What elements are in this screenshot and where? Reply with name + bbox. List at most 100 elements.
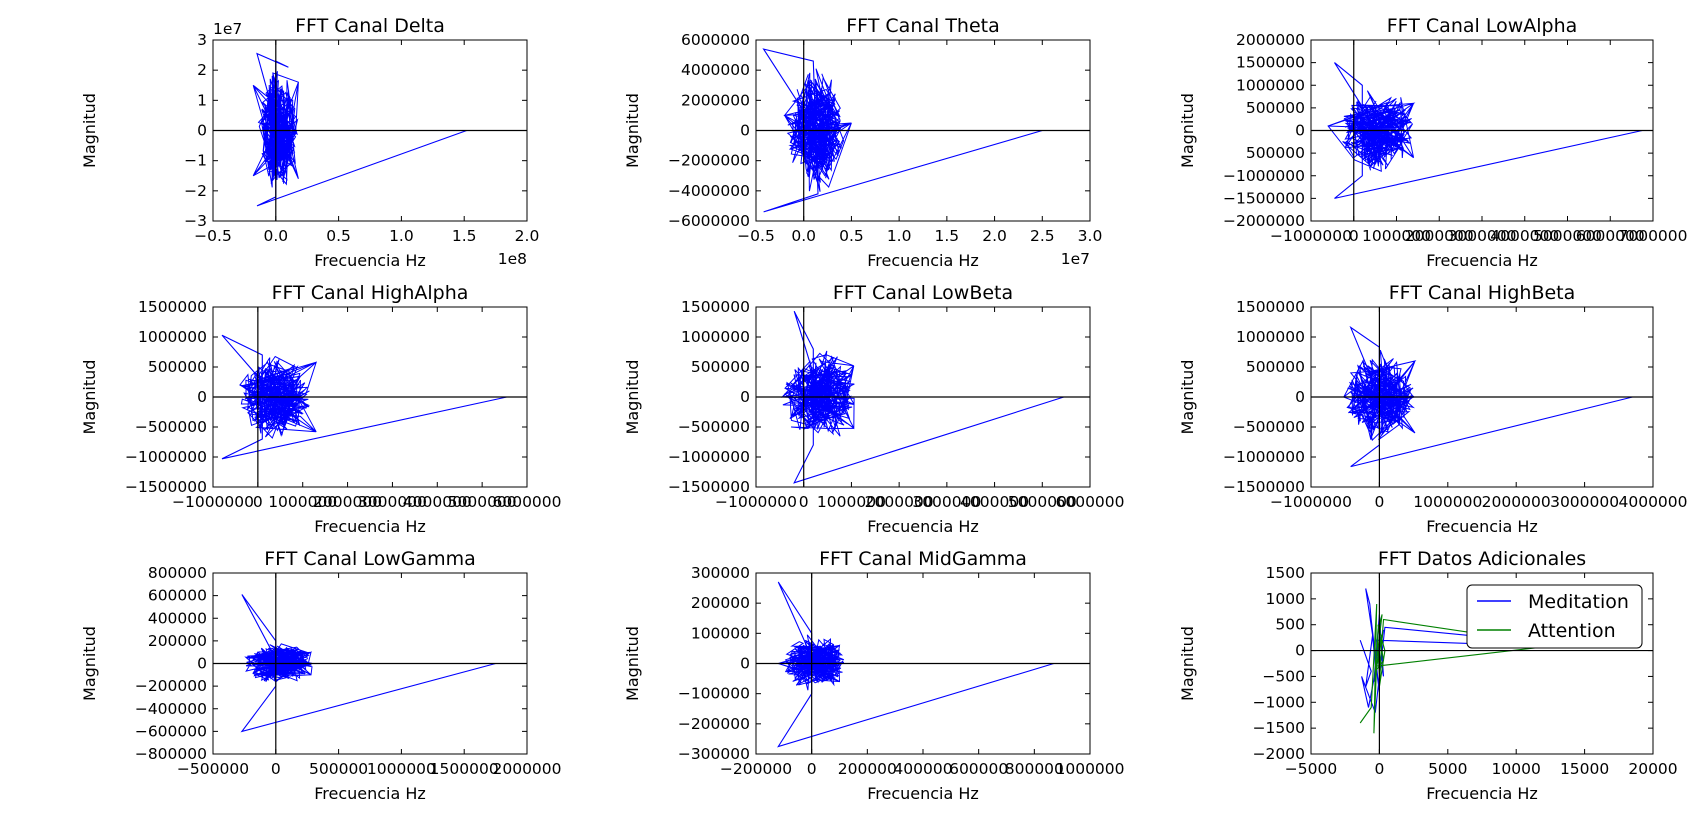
y-axis-label: Magnitud — [1178, 93, 1197, 168]
x-tick-label: 3000000 — [1447, 227, 1516, 245]
y-tick-label: 1000000 — [1236, 76, 1305, 94]
x-tick-label: 6000000 — [1055, 493, 1124, 511]
y-tick-label: −400000 — [135, 700, 207, 718]
y-tick-label: −500000 — [678, 418, 750, 436]
plot-frame — [1310, 572, 1654, 755]
subplot-datos-adicionales: FFT Datos Adicionales Frecuencia Hz Magn… — [1178, 548, 1678, 803]
plot-title: FFT Canal Delta — [295, 15, 445, 37]
y-tick-label: −200000 — [135, 677, 207, 695]
y-tick-label: 600000 — [148, 587, 207, 605]
y-tick-label: −2 — [184, 182, 207, 200]
y-tick-label: 1 — [197, 91, 207, 109]
y-tick-label: 500000 — [1246, 99, 1305, 117]
y-tick-label: 0 — [1295, 642, 1305, 660]
x-tick-label: 400000 — [893, 760, 952, 778]
x-tick-label: 3000000 — [358, 493, 427, 511]
x-tick-label: 0.0 — [791, 227, 816, 245]
x-tick-label: 600000 — [949, 760, 1008, 778]
x-tick-label: 1000000 — [268, 493, 337, 511]
y-tick-label: −1500000 — [668, 478, 750, 496]
y-tick-label: 2 — [197, 61, 207, 79]
y-axis-label: Magnitud — [623, 626, 642, 701]
subplot-delta: FFT Canal Delta Frecuencia Hz Magnitud 1… — [80, 15, 539, 270]
y-axis-label: Magnitud — [80, 626, 99, 701]
y-tick-label: 1500 — [1266, 564, 1305, 582]
y-tick-label: −3 — [184, 212, 207, 230]
legend: Meditation Attention — [1466, 584, 1643, 649]
y-tick-label: 300000 — [691, 564, 750, 582]
plot-title: FFT Canal LowAlpha — [1387, 15, 1578, 37]
y-tick-label: 0 — [740, 655, 750, 673]
y-tick-label: −1 — [184, 152, 207, 170]
y-tick-label: 1500000 — [138, 298, 207, 316]
x-tick-label: −0.5 — [194, 227, 232, 245]
x-tick-label: 0 — [807, 760, 817, 778]
y-tick-label: −1500000 — [1223, 478, 1305, 496]
x-tick-label: 0 — [1374, 493, 1384, 511]
y-tick-label: −1500000 — [1223, 189, 1305, 207]
series-noise-line — [1327, 90, 1416, 172]
x-tick-label: 15000 — [1560, 760, 1609, 778]
y-tick-label: −2000000 — [1223, 212, 1305, 230]
y-tick-label: 0 — [740, 122, 750, 140]
x-tick-label: 1000000 — [1413, 493, 1482, 511]
y-tick-label: −500 — [1262, 667, 1305, 685]
x-tick-label: 4000000 — [1490, 227, 1559, 245]
y-tick-label: 1500000 — [1236, 54, 1305, 72]
y-tick-label: 0 — [197, 122, 207, 140]
y-tick-label: 200000 — [148, 632, 207, 650]
x-tick-label: 1.5 — [935, 227, 960, 245]
y-tick-label: −300000 — [678, 745, 750, 763]
x-axis-label: Frecuencia Hz — [867, 784, 979, 803]
x-tick-label: 2000000 — [865, 493, 934, 511]
x-tick-label: 4000000 — [403, 493, 472, 511]
x-axis-label: Frecuencia Hz — [1426, 517, 1538, 536]
y-tick-label: 100000 — [691, 624, 750, 642]
y-tick-label: −4000000 — [668, 182, 750, 200]
subplot-lowbeta: FFT Canal LowBeta Frecuencia Hz Magnitud… — [623, 282, 1125, 536]
x-tick-label: −1000000 — [1270, 493, 1352, 511]
y-tick-label: 500000 — [1246, 358, 1305, 376]
x-tick-label: 0.0 — [263, 227, 288, 245]
x-tick-label: 3000000 — [912, 493, 981, 511]
y-tick-label: −500000 — [135, 418, 207, 436]
x-axis-label: Frecuencia Hz — [314, 784, 426, 803]
x-tick-label: 2000000 — [1405, 227, 1474, 245]
x-tick-label: 5000000 — [448, 493, 517, 511]
y-tick-label: −1000000 — [668, 448, 750, 466]
x-offset-label: 1e7 — [1061, 250, 1090, 268]
y-tick-label: 1000000 — [138, 328, 207, 346]
y-tick-label: −2000000 — [668, 152, 750, 170]
y-tick-label: −1000000 — [1223, 167, 1305, 185]
x-tick-label: 1.0 — [389, 227, 414, 245]
x-tick-label: −0.5 — [737, 227, 775, 245]
x-tick-label: 7000000 — [1618, 227, 1687, 245]
y-tick-label: 1500000 — [1236, 298, 1305, 316]
plot-title: FFT Datos Adicionales — [1378, 548, 1586, 570]
y-tick-label: 0 — [740, 388, 750, 406]
y-axis-label: Magnitud — [623, 93, 642, 168]
x-tick-label: 2000000 — [313, 493, 382, 511]
y-tick-label: 0 — [197, 655, 207, 673]
x-tick-label: 10000 — [1492, 760, 1541, 778]
x-tick-label: 20000 — [1628, 760, 1677, 778]
y-axis-label: Magnitud — [623, 360, 642, 435]
x-tick-label: 2000000 — [492, 760, 561, 778]
legend-label-meditation: Meditation — [1528, 591, 1629, 613]
x-tick-label: 1000000 — [1362, 227, 1431, 245]
subplot-midgamma: FFT Canal MidGamma Frecuencia Hz Magnitu… — [623, 548, 1125, 803]
y-offset-label: 1e7 — [213, 20, 242, 38]
y-tick-label: 800000 — [148, 564, 207, 582]
subplot-lowgamma: FFT Canal LowGamma Frecuencia Hz Magnitu… — [80, 548, 562, 803]
y-axis-label: Magnitud — [1178, 360, 1197, 435]
y-tick-label: 0 — [1295, 388, 1305, 406]
x-tick-label: 0 — [1349, 227, 1359, 245]
x-tick-label: 3000000 — [1550, 493, 1619, 511]
x-tick-label: −1000000 — [715, 493, 797, 511]
legend-label-attention: Attention — [1528, 620, 1616, 642]
x-tick-label: 0.5 — [839, 227, 864, 245]
y-tick-label: 6000000 — [681, 31, 750, 49]
subplot-lowalpha: FFT Canal LowAlpha Frecuencia Hz Magnitu… — [1178, 15, 1688, 270]
plot-title: FFT Canal Theta — [846, 15, 1000, 37]
